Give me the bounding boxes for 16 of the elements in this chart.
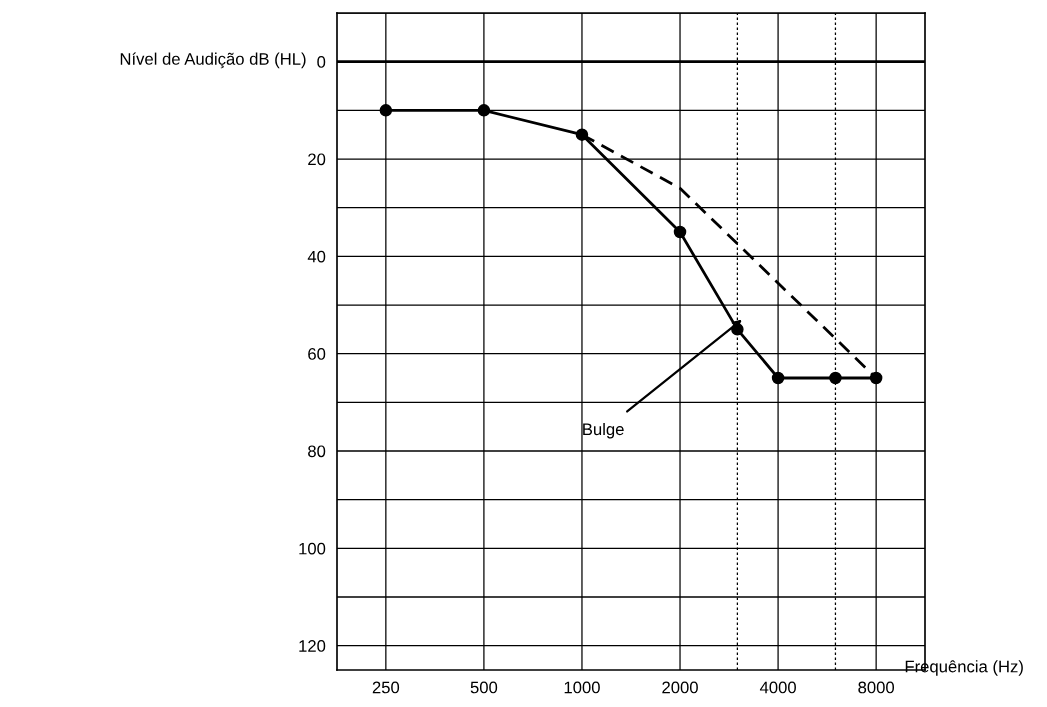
x-tick-label: 8000 <box>858 681 895 694</box>
y-tick-label: 80 <box>308 445 326 458</box>
y-tick-label: 60 <box>308 348 326 360</box>
y-tick-label: 120 <box>299 640 326 652</box>
x-tick-label: 500 <box>470 681 498 694</box>
y-tick-label: 20 <box>308 153 326 166</box>
x-tick-label: 2000 <box>662 681 698 694</box>
y-tick-label: 100 <box>299 542 326 555</box>
y-tick-label: 0 <box>317 56 326 68</box>
x-axis-title: Frequência (Hz) <box>905 660 1023 676</box>
x-tick-label: 1000 <box>564 681 600 694</box>
annotation: Bulge <box>583 422 624 439</box>
y-tick-label: 40 <box>307 250 326 263</box>
y-axis-title: Nível de Audição dB (HL) <box>120 52 306 69</box>
x-tick-label: 250 <box>372 681 400 694</box>
x-tick-label: 4000 <box>759 681 796 694</box>
